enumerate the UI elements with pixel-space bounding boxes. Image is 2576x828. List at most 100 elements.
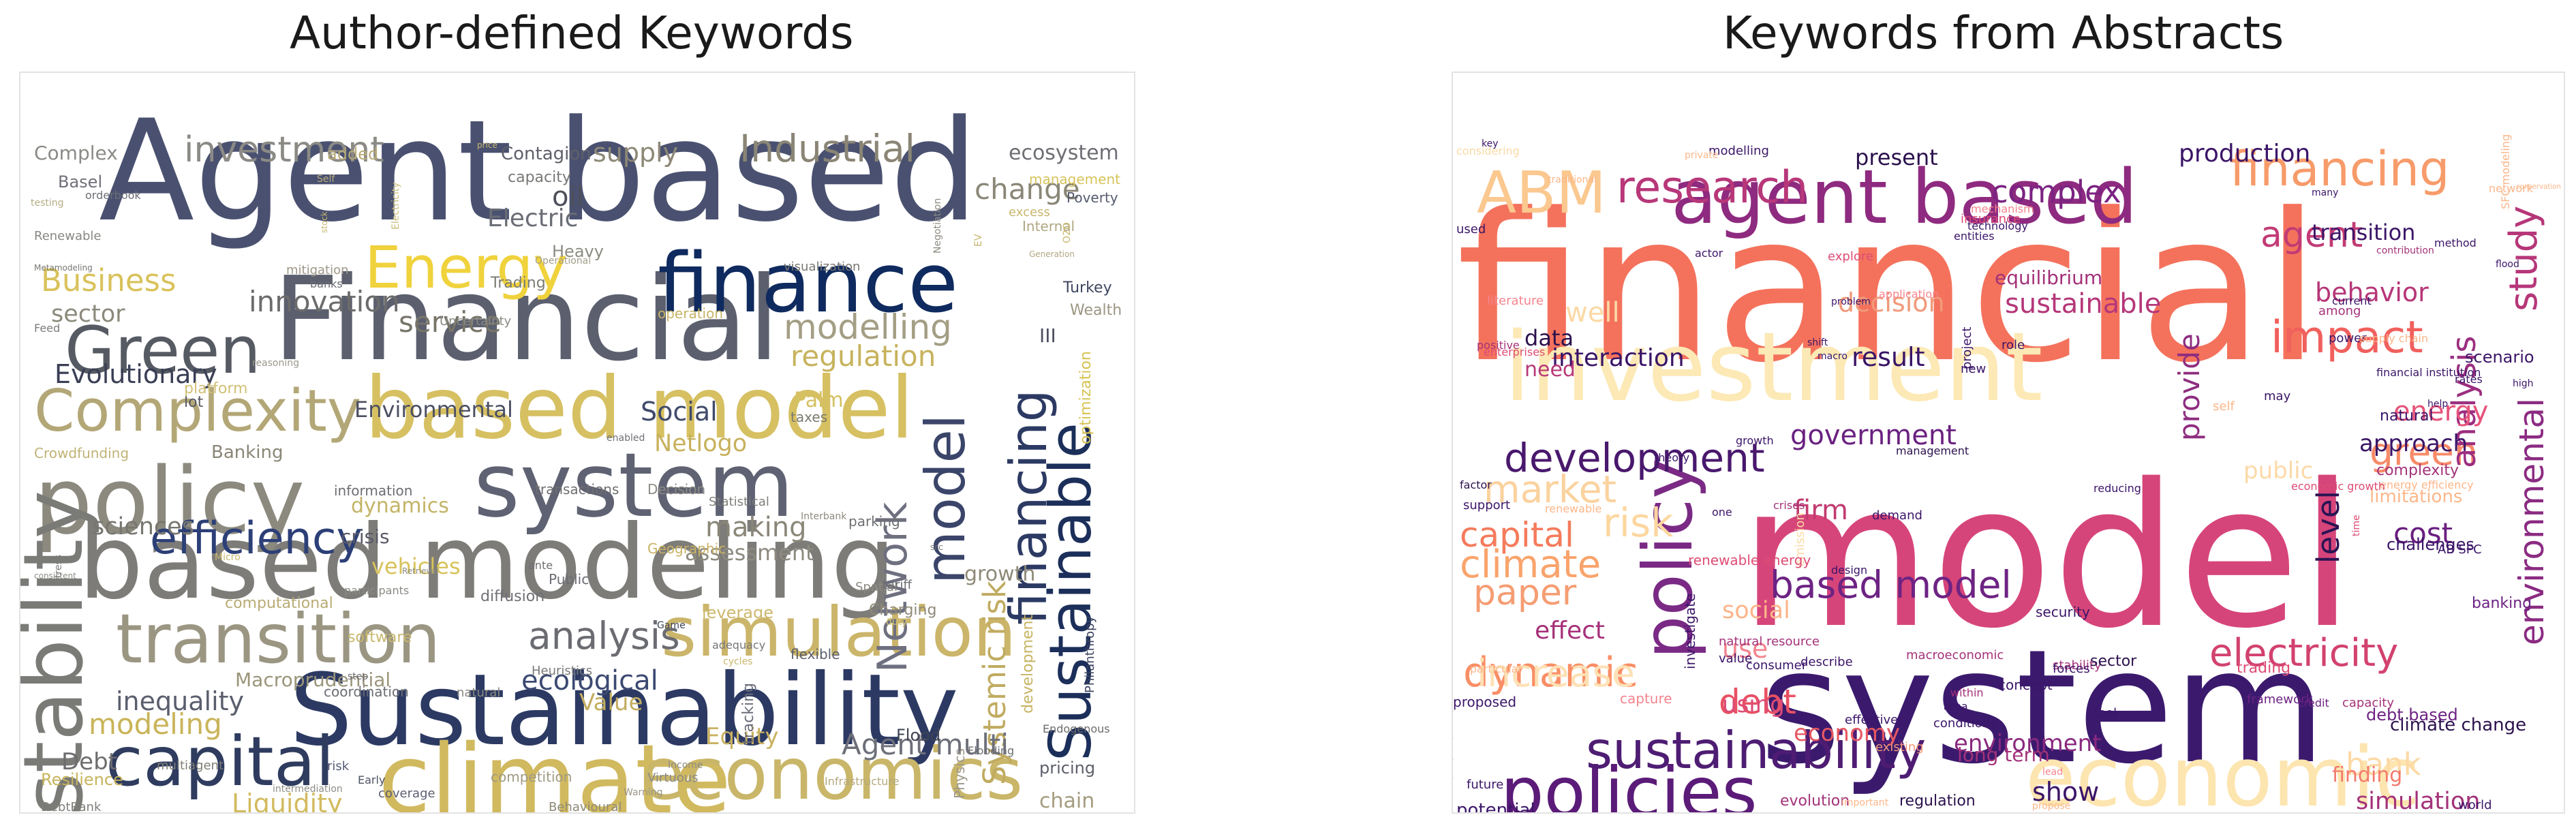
keyword-within: within xyxy=(1950,686,1984,699)
keyword-o2o: O2O xyxy=(1062,222,1073,243)
keyword-sciences: sciences xyxy=(92,513,194,540)
keyword-energy-efficiency: energy efficiency xyxy=(2380,478,2474,491)
keyword-growth: growth xyxy=(964,562,1035,586)
keyword-public: Public xyxy=(549,571,589,587)
keyword-negotiation: Negotiation xyxy=(932,198,943,254)
keyword-transition: transition xyxy=(116,599,440,679)
keyword-tracking: tracking xyxy=(740,683,757,744)
keyword-visualization: visualization xyxy=(784,260,860,274)
keyword-value: Value xyxy=(579,689,643,716)
keyword-climate-change: climate change xyxy=(2390,715,2526,735)
keyword-management: management xyxy=(1029,171,1120,187)
keyword-concept: concept xyxy=(1998,677,2053,693)
keyword-data: data xyxy=(1524,325,1574,351)
keyword-analysis: analysis xyxy=(528,614,680,658)
keyword-risk: risk xyxy=(327,759,350,773)
keyword-current: current xyxy=(2332,294,2372,307)
keyword-rates: rates xyxy=(2455,373,2483,386)
author-keywords-wordcloud: Agent based Financial Sustainability based … xyxy=(19,72,1135,814)
keyword-crowdfunding: Crowdfunding xyxy=(34,445,129,461)
keyword-sustainability: sustainability xyxy=(1586,720,1926,780)
keyword-finance: finance xyxy=(658,236,958,331)
keyword-platform: platform xyxy=(184,380,247,397)
keyword-actor: actor xyxy=(1695,247,1723,260)
keyword-flood: Flood xyxy=(896,726,940,745)
keyword-making: making xyxy=(705,512,807,543)
keyword-wealth: Wealth xyxy=(1070,302,1122,319)
keyword-among: among xyxy=(2318,304,2361,318)
keyword-environmental: Environmental xyxy=(354,397,513,423)
keyword-based-modeling: based modeling xyxy=(78,504,896,622)
keyword-participants: participants xyxy=(344,584,409,597)
keyword-design: design xyxy=(1831,564,1867,577)
keyword-behavioural: Behavioural xyxy=(549,800,622,812)
keyword-renewable: renewable xyxy=(1545,502,1601,515)
keyword-cost: cost xyxy=(2393,517,2453,550)
keyword-may: may xyxy=(2264,389,2291,403)
keyword-debt: debt xyxy=(1719,682,1796,722)
keyword-help: help xyxy=(2427,399,2448,410)
keyword-level: level xyxy=(2310,491,2346,564)
keyword-investment: investment xyxy=(184,129,384,170)
keyword-limitations: limitations xyxy=(2370,487,2462,507)
keyword-regulation: regulation xyxy=(791,339,936,373)
keyword-forces: forces xyxy=(2053,662,2090,676)
keyword-show: show xyxy=(2032,777,2099,807)
keyword-technology: technology xyxy=(1967,219,2028,232)
keyword-management: management xyxy=(1896,444,1969,457)
keyword-equilibrium: equilibrium xyxy=(1995,266,2102,289)
keyword-modelling: modelling xyxy=(784,307,952,347)
keyword-shift: shift xyxy=(1807,337,1828,348)
keyword-complex: Complex xyxy=(34,142,118,164)
keyword-orderbook: orderbook xyxy=(85,189,141,202)
keyword-assessment: assessment xyxy=(685,540,814,566)
keyword-long-term: long term xyxy=(1957,743,2050,766)
keyword-conditions: conditions xyxy=(1933,716,1997,731)
keyword-early: Early xyxy=(358,773,385,786)
keyword-ab-sfc: AB SFC xyxy=(2438,542,2482,557)
keyword-analysis: analysis xyxy=(2445,336,2483,468)
keyword-transactions: transactions xyxy=(535,481,619,497)
keyword-regulation: regulation xyxy=(1899,793,1976,810)
keyword-finding: finding xyxy=(2332,763,2402,787)
keyword-sustainability: Sustainability xyxy=(290,653,959,768)
keyword-many: many xyxy=(2312,187,2338,198)
keyword-operation: operation xyxy=(658,305,723,322)
keyword-retrieval: Retrieval xyxy=(402,566,438,576)
keyword-role: role xyxy=(2002,338,2025,352)
keyword-important: important xyxy=(1841,797,1889,808)
keyword-credit: credit xyxy=(2298,696,2329,709)
keyword-system: system xyxy=(474,433,794,537)
keyword-simulation: simulation xyxy=(2356,788,2480,812)
keyword-present: present xyxy=(1855,144,1938,170)
keyword-future: future xyxy=(1467,778,1503,792)
keyword-model: model xyxy=(914,414,977,584)
keyword-modelling: modelling xyxy=(1708,144,1769,158)
keyword-existing: existing xyxy=(1875,740,1924,754)
keyword-price: price xyxy=(477,140,497,150)
keyword-internal: Internal xyxy=(1022,218,1075,234)
keyword-traditional: traditional xyxy=(1548,174,1597,185)
keyword-sector: sector xyxy=(2090,653,2137,670)
keyword-social: social xyxy=(1722,597,1790,624)
keyword-lot: lot xyxy=(184,394,204,411)
keyword-sustainable: sustainable xyxy=(2005,288,2161,320)
keyword-high: high xyxy=(2513,378,2534,389)
keyword-natural: natural xyxy=(2380,408,2434,425)
keyword-metamodeling: Metamodeling xyxy=(34,263,93,273)
keyword-banking: banking xyxy=(2472,595,2532,612)
keyword-security: security xyxy=(2036,604,2090,620)
keyword-operational: Operational xyxy=(535,256,591,266)
keyword-government: government xyxy=(1790,420,1957,451)
keyword-energy: Energy xyxy=(365,234,568,302)
keyword-game: Game xyxy=(657,620,686,631)
keyword-dynamics: dynamics xyxy=(351,494,449,518)
keyword-electricity: Electricity xyxy=(390,182,401,230)
keyword-physics: Physics xyxy=(951,748,968,799)
keyword-added: added xyxy=(327,144,378,164)
keyword-climate: climate xyxy=(378,724,731,812)
keyword-service: service xyxy=(399,305,501,339)
keyword-self: self xyxy=(2213,399,2235,414)
